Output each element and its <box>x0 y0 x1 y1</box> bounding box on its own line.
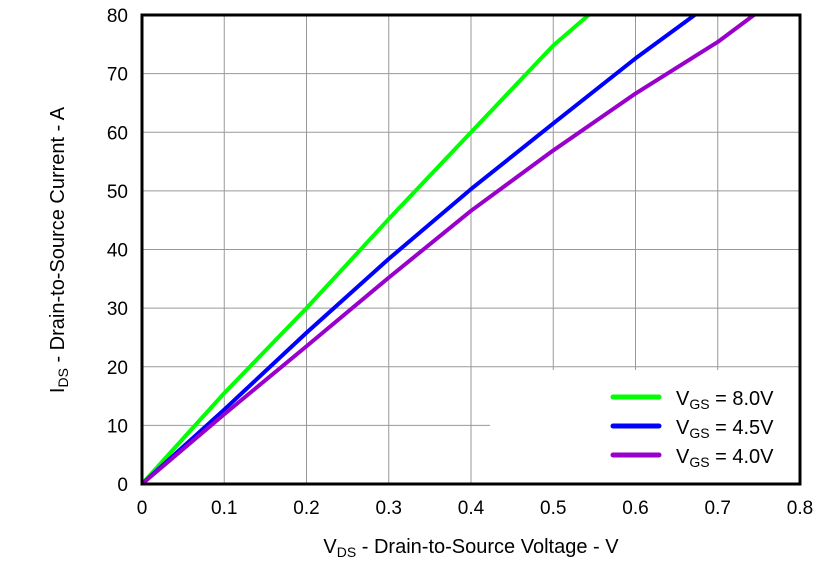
series-line <box>140 13 756 486</box>
x-tick-label: 0.5 <box>540 498 566 519</box>
plot-frame <box>140 13 802 486</box>
x-axis-label: VDS - Drain-to-Source Voltage - V <box>323 536 619 559</box>
y-tick-label: 20 <box>107 358 128 379</box>
y-tick-label: 80 <box>107 6 128 27</box>
y-tick-label: 0 <box>117 475 128 496</box>
x-tick-label: 0.6 <box>622 498 648 519</box>
x-tick-label: 0.3 <box>376 498 402 519</box>
y-tick-label: 50 <box>107 182 128 203</box>
y-tick-label: 60 <box>107 123 128 144</box>
x-tick-label: 0.4 <box>458 498 485 519</box>
y-axis-label: IDS - Drain-to-Source Current - A <box>47 106 71 393</box>
series-lines <box>140 13 756 486</box>
y-tick-label: 70 <box>107 65 128 86</box>
series-line <box>140 13 696 486</box>
legend-label: VGS = 8.0V <box>676 388 774 412</box>
x-tick-label: 0.2 <box>293 498 319 519</box>
x-tick-label: 0.8 <box>787 498 813 519</box>
y-tick-label: 40 <box>107 241 128 262</box>
legend: VGS = 8.0V VGS = 4.5V VGS = 4.0V <box>610 388 774 470</box>
legend-label: VGS = 4.5V <box>676 417 774 441</box>
x-tick-labels: 0 0.1 0.2 0.3 0.4 0.5 0.6 0.7 0.8 <box>137 498 814 519</box>
y-tick-labels: 0 10 20 30 40 50 60 70 80 <box>107 6 128 496</box>
series-line <box>140 13 590 486</box>
legend-label: VGS = 4.0V <box>676 446 774 470</box>
x-tick-label: 0.1 <box>211 498 237 519</box>
x-tick-label: 0.7 <box>705 498 731 519</box>
y-tick-label: 30 <box>107 299 128 320</box>
x-tick-label: 0 <box>137 498 148 519</box>
y-tick-label: 10 <box>107 416 128 437</box>
